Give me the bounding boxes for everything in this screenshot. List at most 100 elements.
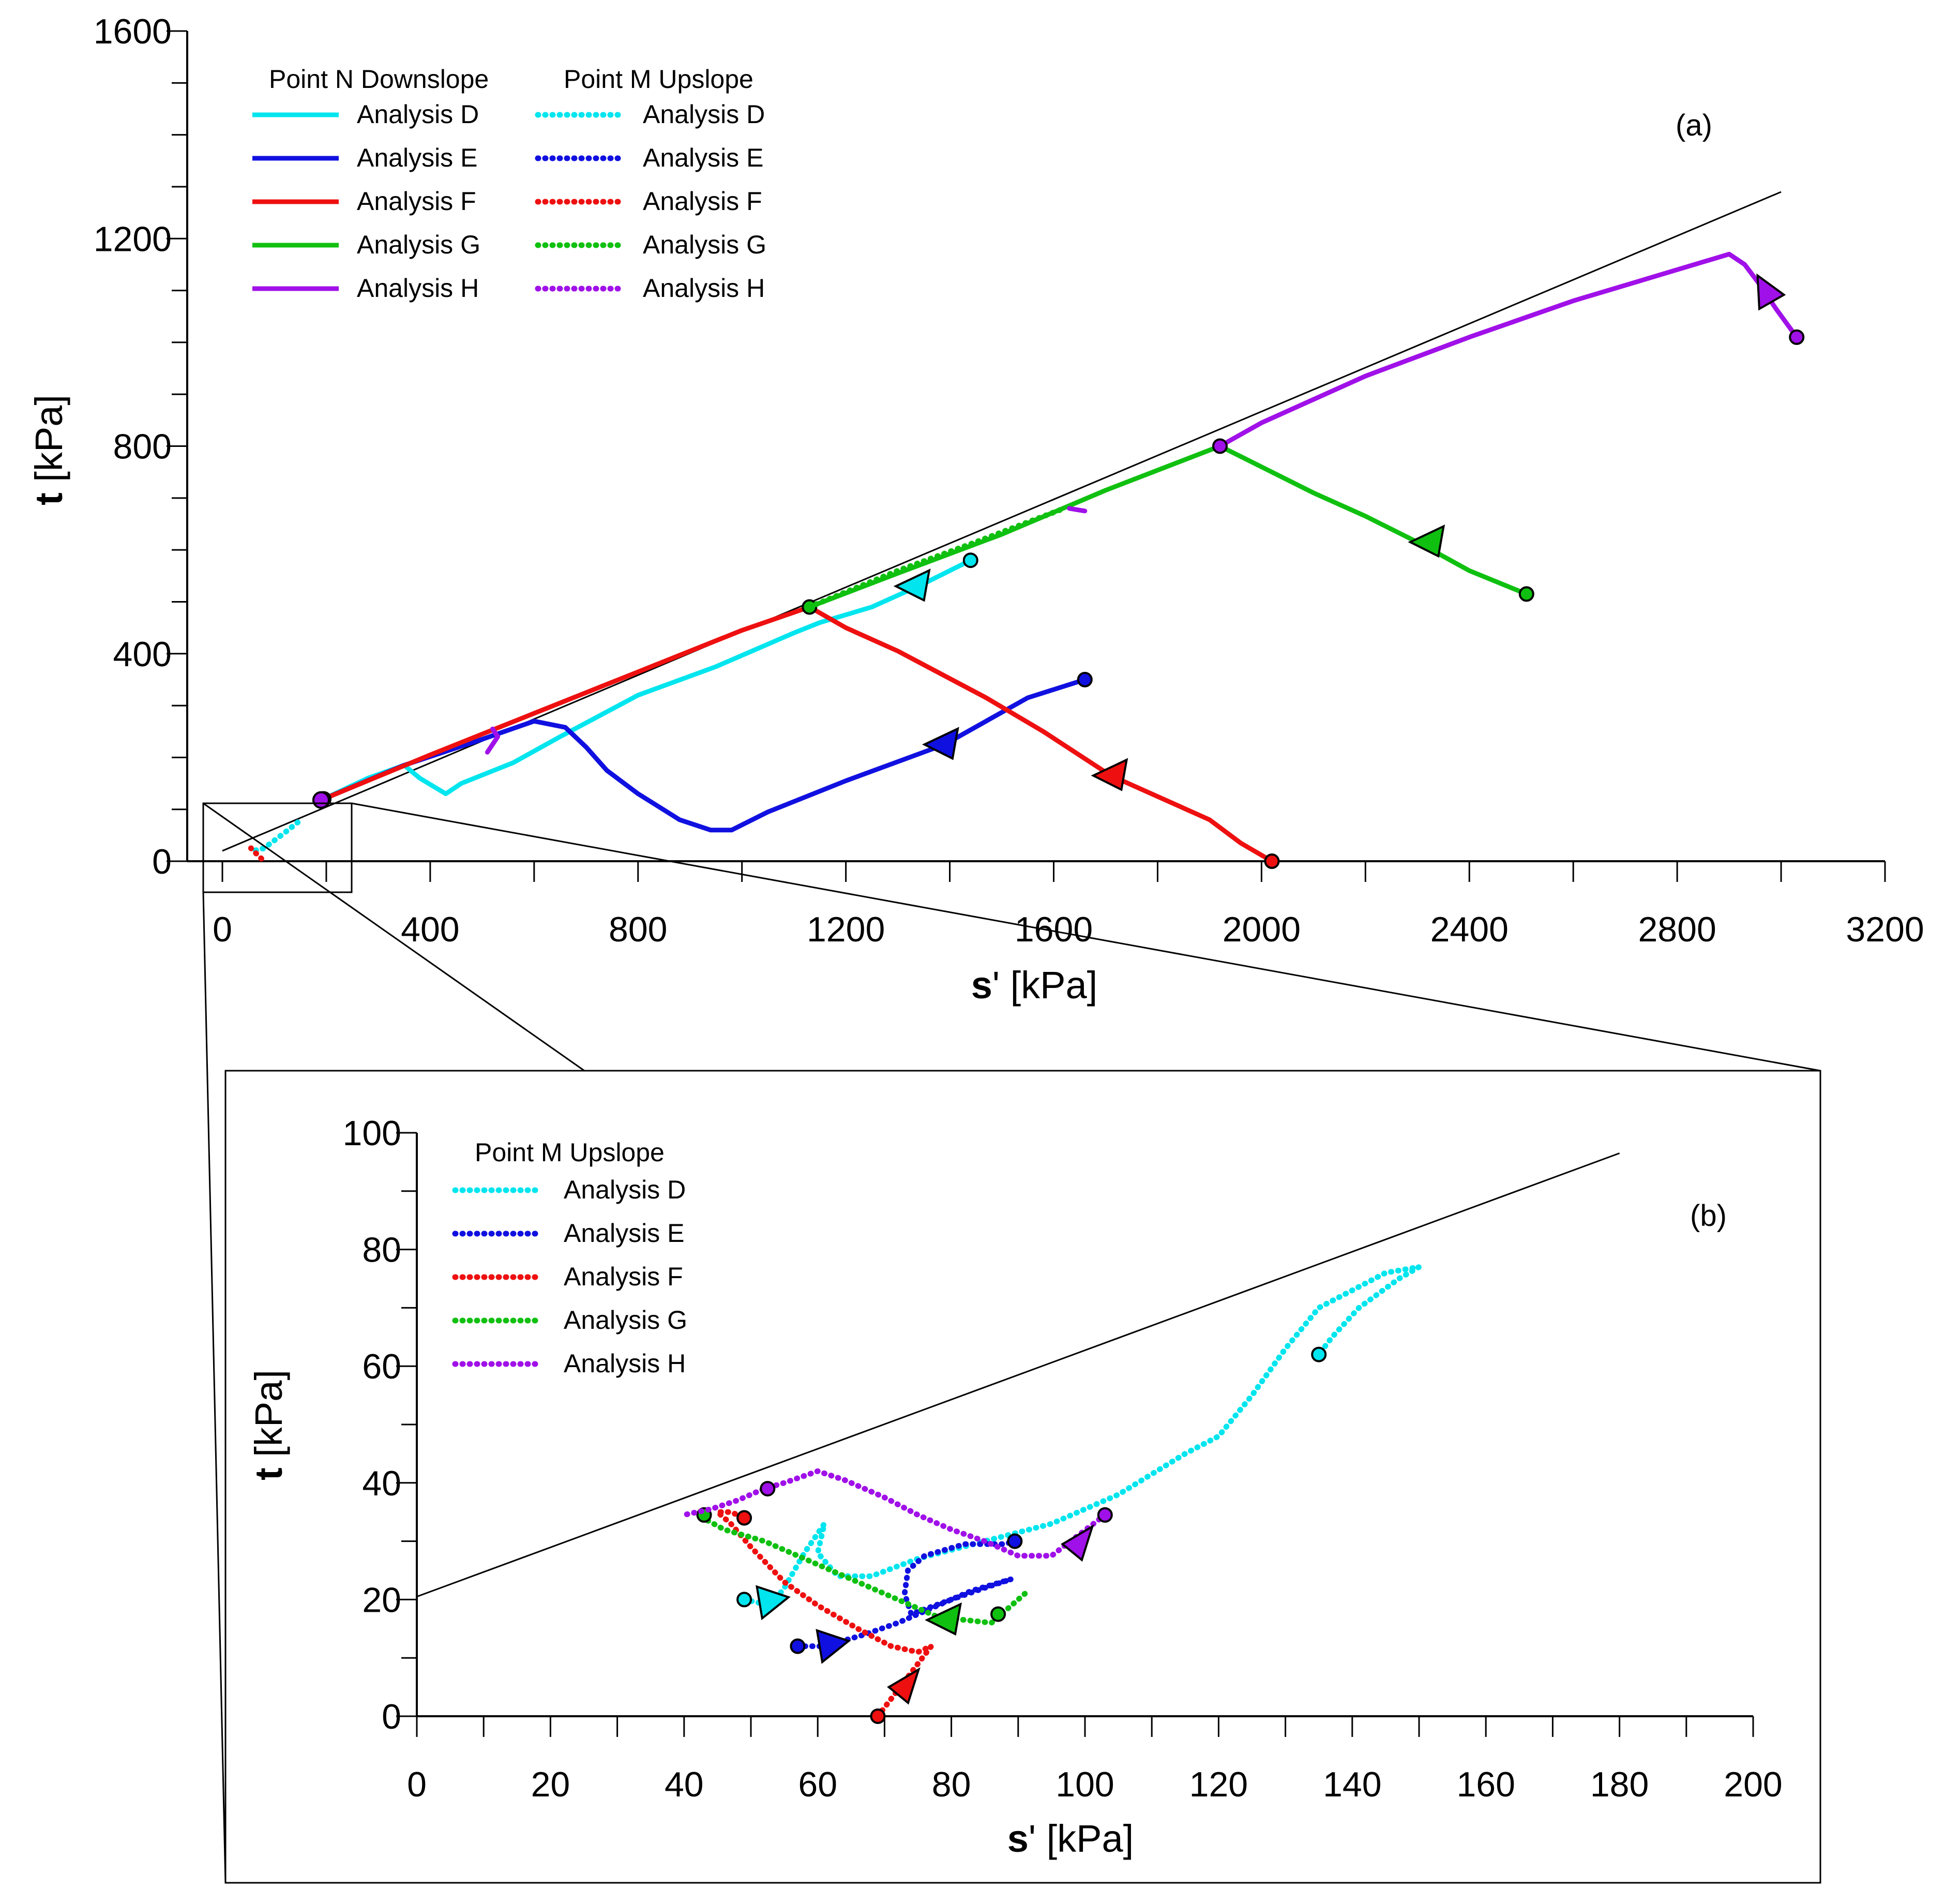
- y-tick-label: 100: [343, 1114, 401, 1153]
- series-direction-arrow: [1060, 1524, 1094, 1562]
- x-tick-label: 0: [213, 910, 232, 949]
- series-line-solid-H: [485, 726, 500, 755]
- legend-label-solid-F: Analysis F: [357, 187, 476, 216]
- y-tick-label: 1600: [94, 12, 172, 51]
- series-line-dotted-F: [248, 845, 264, 862]
- series-start-marker: [1097, 1507, 1113, 1523]
- legend-label-solid-G: Analysis G: [357, 230, 480, 259]
- x-tick-label: 120: [1189, 1765, 1248, 1804]
- x-tick-label: 400: [401, 910, 459, 949]
- legend-heading-downslope: Point N Downslope: [269, 65, 489, 94]
- series-start-marker: [736, 1592, 752, 1608]
- zoom-indicator: [202, 802, 1821, 1883]
- series-direction-arrow: [816, 1629, 851, 1664]
- series-start-marker: [790, 1638, 806, 1654]
- series-line-solid-F: [321, 605, 1274, 864]
- series-end-marker: [1311, 1346, 1327, 1362]
- series-direction-arrow: [756, 1585, 791, 1621]
- series-start-marker: [870, 1708, 886, 1724]
- panel-b-frame: [224, 1070, 1821, 1884]
- series-line-dotted-E: [794, 1538, 1018, 1650]
- legend-b-label-E: Analysis E: [564, 1219, 684, 1248]
- series-line-solid-D: [321, 558, 973, 802]
- series-start-marker: [1518, 586, 1534, 602]
- x-tick-label: 800: [609, 910, 667, 949]
- series-start-marker: [990, 1606, 1006, 1622]
- panel-b-x-title: s' [kPa]: [1007, 1817, 1134, 1860]
- panel-a-chart: 0 400 800 1200 1600 2000 2400 2800 3200 0 400 800 12…: [27, 12, 1924, 1007]
- y-tick-label: 80: [362, 1231, 401, 1270]
- series-direction-arrow: [893, 568, 931, 602]
- series-start-marker: [1264, 853, 1280, 869]
- series-end-marker: [760, 1481, 776, 1497]
- x-tick-label: 80: [932, 1765, 971, 1804]
- panel-b-legend: Point M Upslope Analysis D Analysis E Anal…: [452, 1138, 687, 1378]
- series-start-marker: [1077, 671, 1093, 687]
- series-start-marker: [1789, 329, 1805, 345]
- x-tick-label: 2800: [1638, 910, 1716, 949]
- x-tick-label: 2000: [1223, 910, 1301, 949]
- legend-b-label-H: Analysis H: [564, 1349, 686, 1378]
- series-end-marker: [736, 1510, 752, 1526]
- y-tick-label: 0: [382, 1697, 401, 1736]
- legend-b-label-F: Analysis F: [564, 1262, 683, 1291]
- series-line-solid-H: [1217, 251, 1799, 448]
- x-tick-label: 60: [798, 1765, 837, 1804]
- y-tick-label: 60: [362, 1347, 401, 1386]
- series-direction-arrow: [1091, 758, 1128, 791]
- legend-label-dotted-E: Analysis E: [643, 143, 763, 172]
- series-end-marker: [1007, 1533, 1023, 1549]
- legend-b-heading-upslope: Point M Upslope: [475, 1138, 665, 1167]
- legend-label-dotted-F: Analysis F: [643, 187, 762, 216]
- x-tick-label: 1600: [1015, 910, 1093, 949]
- panel-b-chart: 0 20 40 60 80 100 120 140 160 180 200020406080100 …: [224, 1070, 1821, 1884]
- legend-heading-upslope: Point M Upslope: [564, 65, 753, 94]
- zoom-connector-top-left: [203, 802, 585, 1072]
- y-tick-label: 400: [113, 635, 172, 674]
- series-end-marker: [1212, 438, 1228, 454]
- x-tick-label: 1200: [807, 910, 885, 949]
- x-tick-label: 140: [1323, 1765, 1381, 1804]
- legend-b-label-G: Analysis G: [564, 1306, 687, 1335]
- series-line-dotted-D: [250, 819, 301, 854]
- y-tick-label: 0: [152, 842, 172, 881]
- series-direction-arrow: [925, 1602, 962, 1636]
- common-start-marker: [312, 791, 330, 809]
- x-tick-label: 180: [1590, 1765, 1649, 1804]
- x-tick-label: 2400: [1430, 910, 1509, 949]
- series-line-dotted-G: [806, 505, 1067, 610]
- panel-a-label: (a): [1676, 109, 1712, 142]
- series-line-dotted-H: [681, 1468, 1108, 1559]
- x-tick-label: 100: [1056, 1765, 1114, 1804]
- legend-label-solid-H: Analysis H: [357, 274, 479, 303]
- failure-envelope-line: [416, 1152, 1620, 1598]
- series-line-solid-E: [321, 677, 1088, 833]
- panel-a-legend: Point N Downslope Point M Upslope Analys…: [252, 65, 766, 303]
- panel-a-y-title: t [kPa]: [27, 395, 70, 505]
- panel-b-label: (b): [1690, 1199, 1727, 1233]
- zoom-connector-left: [202, 892, 227, 1883]
- zoom-box: [202, 802, 353, 893]
- series-line-dotted-D: [741, 1264, 1422, 1609]
- panel-b-y-title: t [kPa]: [247, 1370, 290, 1480]
- legend-label-solid-E: Analysis E: [357, 143, 477, 172]
- legend-label-solid-D: Analysis D: [357, 100, 479, 129]
- series-direction-arrow: [922, 727, 959, 760]
- legend-label-dotted-H: Analysis H: [643, 274, 765, 303]
- x-tick-label: 0: [407, 1765, 427, 1804]
- legend-label-dotted-D: Analysis D: [643, 100, 765, 129]
- x-tick-label: 160: [1456, 1765, 1515, 1804]
- series-direction-arrow: [1408, 524, 1445, 558]
- series-line-solid-H: [1067, 506, 1088, 514]
- y-tick-label: 40: [362, 1464, 401, 1503]
- x-tick-label: 3200: [1846, 910, 1924, 949]
- x-tick-label: 40: [665, 1765, 704, 1804]
- y-tick-label: 20: [362, 1580, 401, 1620]
- y-tick-label: 1200: [94, 219, 172, 259]
- y-tick-label: 800: [113, 427, 172, 467]
- zoom-connector-right: [351, 802, 1821, 1072]
- series-direction-arrow: [1756, 273, 1786, 311]
- series-start-marker: [962, 552, 978, 568]
- legend-b-label-D: Analysis D: [564, 1175, 686, 1204]
